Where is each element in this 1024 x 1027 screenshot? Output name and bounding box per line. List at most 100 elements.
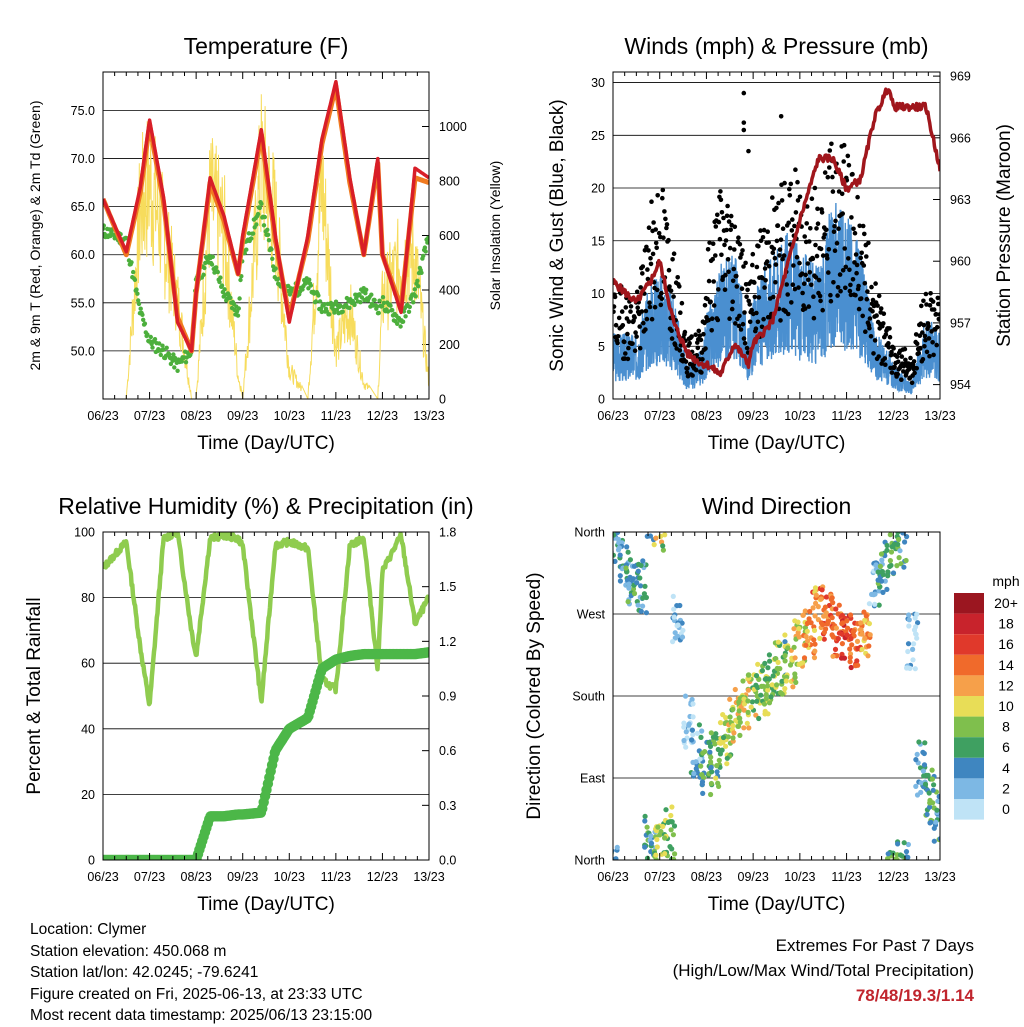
gust-point: [645, 276, 651, 282]
legend-swatch: [954, 675, 984, 696]
gust-point: [778, 114, 784, 119]
gust-point: [660, 187, 666, 193]
direction-point: [829, 595, 835, 601]
dewpoint-point: [426, 235, 429, 240]
direction-point: [895, 541, 901, 548]
direction-point: [821, 629, 828, 635]
x-tick-label: 12/23: [878, 870, 909, 884]
direction-point: [606, 543, 611, 548]
gust-point: [864, 254, 869, 259]
direction-point: [758, 692, 764, 698]
gust-point: [873, 281, 878, 286]
gust-point: [785, 292, 790, 297]
gust-point: [846, 256, 851, 261]
gust-point: [728, 213, 734, 219]
y2-tick-label: 1.5: [439, 580, 456, 594]
y-tick-label: South: [572, 690, 605, 704]
y2-axis-label: Station Pressure (Maroon): [994, 124, 1015, 347]
legend-label: 6: [1002, 739, 1010, 755]
x-tick-label: 09/23: [227, 870, 258, 884]
legend-label: 10: [998, 698, 1014, 714]
dewpoint-point: [222, 287, 227, 292]
direction-point: [811, 637, 817, 643]
gust-point: [722, 242, 727, 248]
direction-point: [736, 723, 742, 729]
direction-point: [709, 769, 715, 775]
legend-label: 4: [1002, 760, 1010, 776]
direction-point: [910, 646, 916, 653]
gust-point: [633, 330, 638, 335]
dewpoint-point: [138, 306, 143, 311]
legend-label: 0: [1002, 801, 1010, 817]
dewpoint-point: [237, 296, 242, 301]
gust-point: [652, 304, 658, 310]
direction-point: [872, 601, 878, 607]
direction-point: [905, 641, 912, 647]
direction-point: [638, 583, 644, 589]
gust-point: [649, 316, 655, 322]
gust-point: [730, 278, 736, 284]
y-tick-label: 55.0: [71, 296, 95, 310]
direction-point: [918, 780, 924, 786]
direction-point: [737, 715, 743, 722]
direction-point: [731, 730, 737, 736]
gust-point: [706, 317, 711, 323]
y-tick-label: 50.0: [71, 344, 95, 358]
extremes-subtitle: (High/Low/Max Wind/Total Precipitation): [672, 961, 974, 980]
direction-point: [901, 564, 907, 570]
gust-point: [787, 193, 793, 198]
gust-point: [834, 241, 840, 246]
direction-point: [785, 645, 791, 651]
gust-point: [706, 278, 712, 284]
gust-point: [862, 231, 867, 237]
direction-point: [698, 734, 704, 741]
gust-point: [723, 272, 728, 278]
direction-point: [755, 661, 761, 667]
direction-point: [625, 599, 631, 605]
gust-point: [659, 296, 665, 302]
direction-point: [790, 684, 796, 690]
gust-point: [752, 294, 758, 300]
legend-swatch: [954, 654, 984, 676]
gust-point: [796, 285, 801, 290]
dewpoint-point: [129, 260, 134, 265]
direction-point: [642, 844, 648, 850]
direction-point: [911, 641, 917, 647]
direction-point: [671, 856, 677, 860]
direction-point: [681, 720, 687, 726]
gust-point: [750, 251, 756, 257]
gust-point: [895, 371, 900, 377]
direction-point: [698, 763, 704, 769]
direction-point: [858, 620, 864, 626]
gust-point: [831, 280, 836, 285]
gust-point: [732, 247, 737, 252]
dewpoint-point: [218, 275, 223, 280]
direction-point: [862, 635, 868, 641]
direction-point: [716, 757, 722, 763]
y-tick-label: 75.0: [71, 104, 95, 118]
gust-point: [697, 333, 703, 338]
direction-point: [638, 562, 644, 569]
gust-point: [826, 247, 832, 252]
dewpoint-point: [403, 314, 408, 319]
gust-point: [626, 319, 632, 324]
gust-point: [886, 345, 892, 350]
dewpoint-point: [131, 269, 136, 275]
direction-point: [813, 600, 819, 607]
dewpoint-point: [215, 269, 220, 275]
gust-point: [718, 189, 723, 194]
gust-point: [846, 162, 852, 168]
gust-point: [741, 120, 747, 125]
direction-point: [638, 608, 644, 614]
direction-point: [744, 720, 750, 726]
dewpoint-point: [307, 277, 312, 282]
direction-point: [707, 743, 714, 750]
direction-point: [913, 783, 919, 790]
gust-point: [793, 210, 799, 215]
gust-point: [802, 234, 807, 239]
gust-point: [793, 167, 798, 172]
precip-point: [423, 647, 429, 658]
direction-point: [690, 714, 696, 720]
direction-point: [706, 739, 712, 746]
dewpoint-point: [379, 304, 385, 309]
